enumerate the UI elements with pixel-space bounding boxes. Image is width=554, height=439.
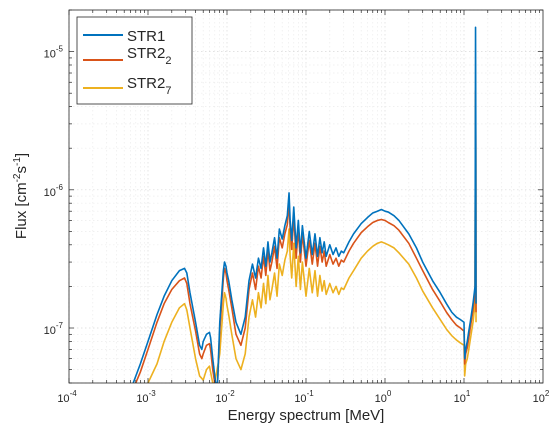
y-axis-title-mid: s — [13, 166, 30, 174]
x-axis-title: Energy spectrum [MeV] — [228, 407, 385, 424]
legend-label-str2-2: STR22 — [127, 45, 171, 67]
y-axis-title-prefix: Flux [cm — [13, 182, 30, 239]
x-tick-label: 10-3 — [136, 389, 156, 405]
x-tick-label: 10-4 — [57, 389, 77, 405]
y-tick-label: 10-7 — [44, 321, 64, 337]
y-axis-title-exp2: -1 — [12, 157, 23, 166]
legend: STR1 STR22 STR27 — [76, 16, 193, 105]
y-tick-label: 10-5 — [44, 45, 64, 61]
series-group — [132, 26, 477, 383]
series-line-str1 — [132, 26, 477, 383]
x-tick-label: 100 — [375, 389, 392, 405]
ticks: 10-4 10-3 10-2 10-1 100 101 102 10-7 10-6 10-5 — [44, 9, 550, 405]
x-tick-label: 10-2 — [215, 389, 235, 405]
legend-label-str2-7: STR27 — [127, 75, 171, 97]
x-tick-label: 101 — [454, 389, 471, 405]
x-tick-label: 102 — [533, 389, 550, 405]
y-axis-title-exp1: -2 — [12, 173, 23, 182]
legend-label-str1: STR1 — [127, 28, 165, 45]
y-tick-label: 10-6 — [44, 183, 64, 199]
x-tick-label: 10-1 — [294, 389, 314, 405]
y-axis-title-suffix: ] — [13, 153, 30, 157]
y-axis-title: Flux [cm-2s-1] — [12, 153, 30, 239]
